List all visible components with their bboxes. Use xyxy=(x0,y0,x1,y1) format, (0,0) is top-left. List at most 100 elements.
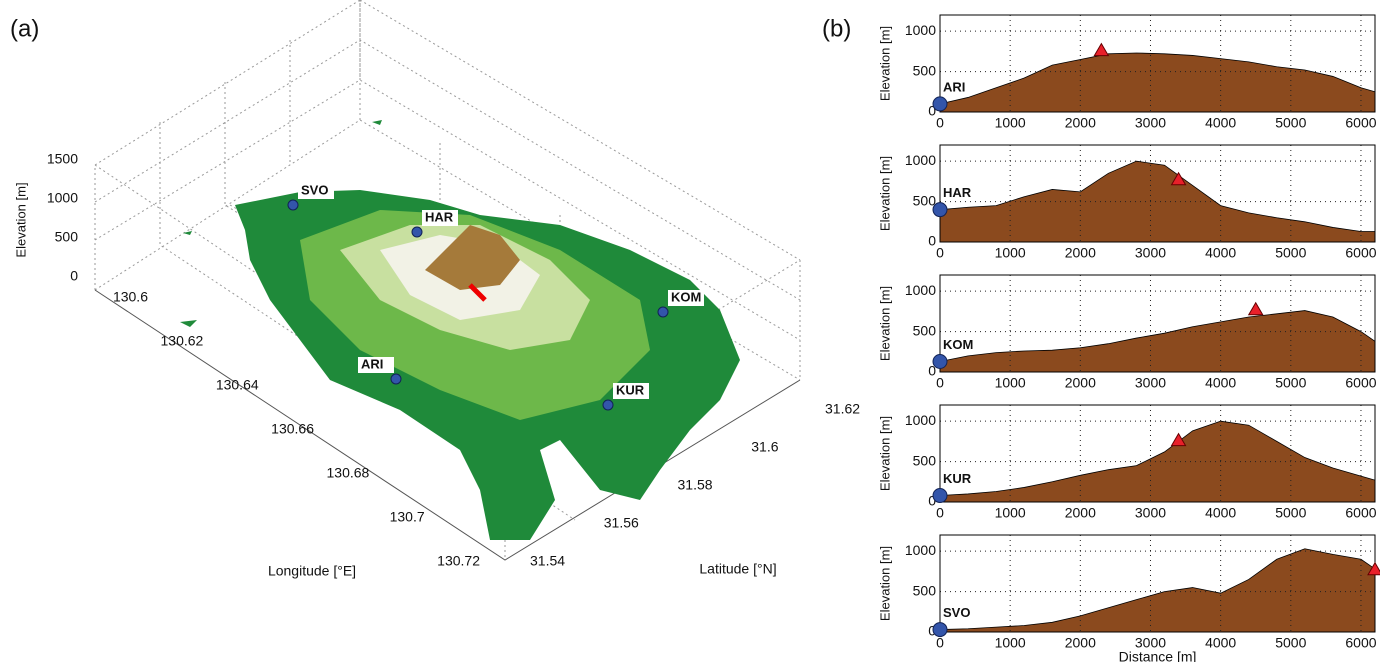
station xyxy=(932,488,948,504)
y-tick-label: 500 xyxy=(913,582,937,598)
tick-label: 1000 xyxy=(47,190,78,206)
tick-label: 130.68 xyxy=(327,465,370,481)
station xyxy=(287,199,299,211)
y-tick-label: 1000 xyxy=(905,412,936,428)
area xyxy=(939,420,1376,503)
x-tick-label: 2000 xyxy=(1065,505,1096,521)
tick-label: 31.6 xyxy=(751,439,778,455)
tick-label: 0 xyxy=(70,268,78,284)
x-tick-label: 0 xyxy=(936,245,944,261)
terrain xyxy=(180,120,740,540)
x-tick-label: 5000 xyxy=(1275,115,1306,131)
x-tick-label: 5000 xyxy=(1275,635,1306,651)
station-label: KOM xyxy=(671,289,701,304)
y-axis-label: Elevation [m] xyxy=(877,546,892,621)
tick-label: 31.54 xyxy=(530,553,565,569)
y-tick-label: 500 xyxy=(913,192,937,208)
station xyxy=(932,202,948,218)
panel-label: (a) xyxy=(10,15,39,42)
tick-label: 130.6 xyxy=(113,289,148,305)
x-tick-label: 0 xyxy=(936,635,944,651)
station xyxy=(390,373,402,385)
area xyxy=(939,160,1376,243)
y-axis-label: Elevation [m] xyxy=(877,286,892,361)
x-tick-label: 5000 xyxy=(1275,375,1306,391)
y-tick-label: 1000 xyxy=(905,542,936,558)
y-tick-label: 500 xyxy=(913,62,937,78)
y-tick-label: 1000 xyxy=(905,282,936,298)
station xyxy=(657,306,669,318)
station-label: ARI xyxy=(361,356,383,371)
plot-frame xyxy=(939,534,1376,633)
station xyxy=(602,399,614,411)
label-box xyxy=(613,383,649,399)
x-tick-label: 3000 xyxy=(1135,115,1166,131)
tick-label: 500 xyxy=(55,229,79,245)
x-tick-label: 6000 xyxy=(1345,505,1376,521)
tick-label: 31.56 xyxy=(604,515,639,531)
station-label: HAR xyxy=(943,185,972,200)
vent-marker xyxy=(1170,432,1187,447)
peak xyxy=(425,225,520,290)
x-tick-label: 3000 xyxy=(1135,635,1166,651)
x-tick-label: 1000 xyxy=(995,115,1026,131)
tick-label: 31.62 xyxy=(825,401,860,417)
x-tick-label: 0 xyxy=(936,505,944,521)
plot-frame xyxy=(939,404,1376,503)
station-label: HAR xyxy=(425,209,454,224)
label-box xyxy=(422,210,458,226)
x-tick-label: 1000 xyxy=(995,245,1026,261)
x-tick-label: 5000 xyxy=(1275,245,1306,261)
station xyxy=(932,353,948,369)
z-axis-label: Elevation [m] xyxy=(13,182,28,257)
x-tick-label: 1000 xyxy=(995,505,1026,521)
y-tick-label: 0 xyxy=(928,233,936,249)
tick-label: 130.64 xyxy=(216,377,259,393)
plot-frame xyxy=(939,144,1376,243)
label-box xyxy=(668,290,704,306)
x-tick-label: 1000 xyxy=(995,635,1026,651)
vent-marker xyxy=(1367,561,1380,576)
x-tick-label: 6000 xyxy=(1345,245,1376,261)
x-tick-label: 4000 xyxy=(1205,245,1236,261)
station xyxy=(932,622,948,638)
x-tick-label: 3000 xyxy=(1135,505,1166,521)
station xyxy=(411,226,423,238)
station-label: ARI xyxy=(943,79,965,94)
x-tick-label: 6000 xyxy=(1345,635,1376,651)
vent-marker xyxy=(1170,171,1187,186)
y-tick-label: 0 xyxy=(928,493,936,509)
vent-marker xyxy=(1093,42,1110,57)
x-tick-label: 4000 xyxy=(1205,505,1236,521)
x-tick-label: 0 xyxy=(936,115,944,131)
x-tick-label: 2000 xyxy=(1065,635,1096,651)
x-tick-label: 2000 xyxy=(1065,245,1096,261)
x-tick-label: 2000 xyxy=(1065,115,1096,131)
tick-label: 130.66 xyxy=(271,421,314,437)
tick-label: 130.7 xyxy=(390,509,425,525)
x-tick-label: 0 xyxy=(936,375,944,391)
y-tick-label: 0 xyxy=(928,103,936,119)
y-tick-label: 500 xyxy=(913,322,937,338)
label-box xyxy=(298,183,334,199)
tick-label: 31.58 xyxy=(678,477,713,493)
axis xyxy=(94,289,801,561)
x-tick-label: 2000 xyxy=(1065,375,1096,391)
plot-frame xyxy=(939,274,1376,373)
y-axis-label: Elevation [m] xyxy=(877,156,892,231)
plot-frame xyxy=(939,14,1376,113)
x-tick-label: 5000 xyxy=(1275,505,1306,521)
tick-label: 130.72 xyxy=(437,553,480,569)
tick-label: 130.62 xyxy=(161,333,204,349)
y-tick-label: 0 xyxy=(928,363,936,379)
y-tick-label: 500 xyxy=(913,452,937,468)
y-tick-label: 1000 xyxy=(905,152,936,168)
x-tick-label: 6000 xyxy=(1345,115,1376,131)
x-axis-label: Longitude [°E] xyxy=(268,563,356,579)
station-label: KUR xyxy=(943,471,972,486)
x-tick-label: 4000 xyxy=(1205,115,1236,131)
area xyxy=(939,310,1376,373)
vent-marker xyxy=(1247,301,1264,316)
station-label: KUR xyxy=(616,382,645,397)
